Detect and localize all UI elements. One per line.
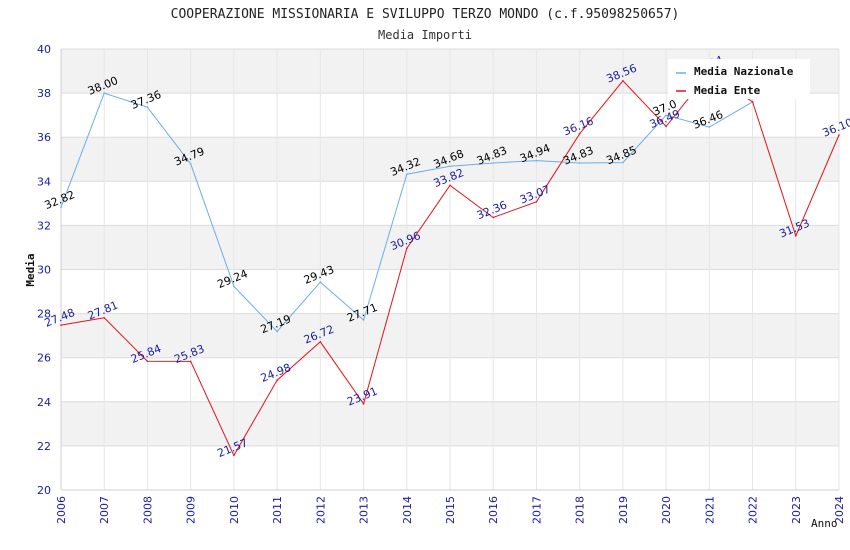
data-point (233, 454, 235, 457)
y-tick-label: 36 (37, 131, 51, 144)
data-label: 32.82 (43, 188, 77, 212)
y-tick-label: 20 (37, 484, 51, 497)
data-point (146, 106, 149, 109)
data-point (535, 159, 538, 162)
x-tick-label: 2021 (703, 496, 716, 524)
data-label: 33.07 (518, 183, 552, 207)
x-tick-label: 2014 (401, 496, 414, 524)
x-tick-label: 2010 (228, 496, 241, 524)
y-axis-label: Media (24, 253, 37, 286)
y-tick-label: 38 (37, 87, 51, 100)
data-point (60, 206, 62, 209)
data-point (665, 114, 667, 116)
data-point (189, 360, 192, 363)
grid-lines (60, 48, 840, 491)
data-point (751, 101, 754, 103)
data-point (708, 126, 711, 128)
data-point (449, 184, 451, 187)
data-point (319, 281, 322, 283)
data-point (103, 92, 106, 94)
legend-label-nazionale: Media Nazionale (694, 65, 794, 78)
x-tick-label: 2006 (55, 496, 68, 524)
data-point (405, 247, 408, 250)
data-point (276, 330, 278, 333)
chart-title: COOPERAZIONE MISSIONARIA E SVILUPPO TERZ… (171, 7, 680, 22)
data-point (276, 379, 278, 381)
y-axis-ticks: 20 22 24 26 28 30 32 34 36 38 40 (37, 43, 51, 497)
data-point (233, 285, 235, 288)
data-label: 36.16 (561, 115, 595, 139)
data-point (362, 319, 365, 321)
data-point (622, 79, 624, 82)
data-label: 36.46 (691, 108, 725, 132)
chart-subtitle: Media Importi (378, 28, 472, 42)
data-point (578, 162, 581, 164)
x-axis-ticks: 2006 2007 2008 2009 2010 2011 2012 2013 2014 2015… (55, 496, 846, 524)
data-point (449, 165, 451, 168)
data-label: 32.36 (475, 198, 509, 222)
x-tick-label: 2018 (574, 496, 587, 524)
legend-label-ente: Media Ente (694, 84, 761, 97)
data-point (362, 402, 365, 405)
x-tick-label: 2012 (314, 496, 327, 524)
x-tick-label: 2009 (185, 496, 198, 524)
legend: Media Nazionale Media Ente (668, 59, 810, 99)
x-tick-label: 2008 (141, 496, 154, 524)
y-tick-label: 34 (37, 175, 51, 188)
y-tick-label: 24 (37, 396, 51, 409)
data-point (103, 316, 106, 319)
data-point (665, 125, 667, 128)
x-tick-label: 2020 (660, 496, 673, 524)
data-point (535, 201, 538, 203)
x-tick-label: 2019 (617, 496, 630, 524)
data-point (189, 163, 192, 165)
data-point (60, 324, 62, 326)
data-point (319, 341, 322, 343)
data-point (622, 161, 624, 164)
y-tick-label: 26 (37, 352, 51, 365)
y-tick-label: 32 (37, 219, 51, 232)
y-tick-label: 30 (37, 264, 51, 277)
data-point (838, 134, 840, 136)
data-label: 29.24 (216, 267, 250, 291)
data-label: 24.98 (259, 361, 293, 385)
data-point (492, 216, 495, 219)
x-tick-label: 2024 (833, 496, 846, 524)
x-axis-label: Anno (811, 517, 838, 530)
x-tick-label: 2017 (530, 496, 543, 524)
data-point (492, 162, 495, 164)
data-point (405, 173, 408, 176)
x-tick-label: 2007 (98, 496, 111, 524)
y-tick-label: 40 (37, 43, 51, 56)
x-tick-label: 2011 (271, 496, 284, 524)
data-label: 36.10 (821, 116, 850, 140)
legend-box (668, 59, 810, 99)
x-tick-label: 2013 (358, 496, 371, 524)
data-point (146, 360, 149, 363)
x-tick-label: 2023 (790, 496, 803, 524)
x-tick-label: 2015 (444, 496, 457, 524)
y-tick-label: 22 (37, 440, 51, 453)
data-point (578, 132, 581, 135)
x-tick-label: 2022 (747, 496, 760, 524)
data-point (794, 234, 797, 237)
x-tick-label: 2016 (487, 496, 500, 524)
y-tick-label: 28 (37, 308, 51, 321)
